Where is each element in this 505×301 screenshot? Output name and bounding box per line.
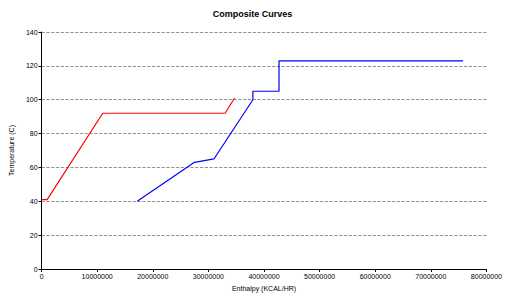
svg-text:0: 0 [40,273,44,280]
svg-text:20: 20 [30,232,38,239]
svg-text:40: 40 [30,198,38,205]
svg-text:40000000: 40000000 [248,273,279,280]
svg-text:Composite Curves: Composite Curves [213,9,293,19]
svg-text:100: 100 [26,96,38,103]
svg-text:140: 140 [26,29,38,36]
svg-text:60: 60 [30,164,38,171]
svg-text:70000000: 70000000 [415,273,446,280]
svg-text:60000000: 60000000 [360,273,391,280]
svg-text:80000000: 80000000 [471,273,502,280]
svg-text:120: 120 [26,62,38,69]
svg-text:10000000: 10000000 [82,273,113,280]
svg-text:30000000: 30000000 [193,273,224,280]
svg-text:20000000: 20000000 [137,273,168,280]
svg-text:Temperature (C): Temperature (C) [8,125,16,176]
svg-text:80: 80 [30,130,38,137]
svg-text:Enthalpy (KCAL/HR): Enthalpy (KCAL/HR) [232,285,296,293]
svg-text:50000000: 50000000 [304,273,335,280]
svg-text:0: 0 [34,266,38,273]
